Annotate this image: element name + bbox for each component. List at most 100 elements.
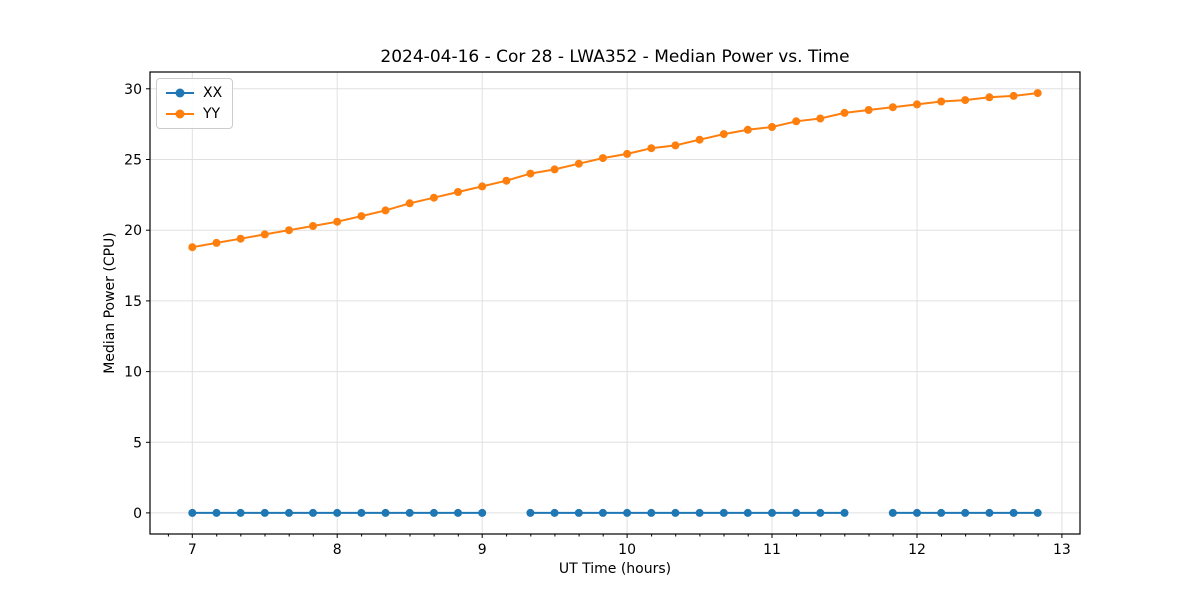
- y-tick-label: 20: [124, 223, 142, 239]
- series-XX: [188, 508, 1042, 517]
- series-YY-marker: [719, 130, 728, 139]
- series-XX-marker: [1009, 508, 1018, 517]
- x-tick-label: 7: [188, 542, 197, 558]
- y-tick-label: 10: [124, 365, 142, 381]
- series-XX-marker: [574, 508, 583, 517]
- series-XX-marker: [550, 508, 559, 517]
- y-tick-label: 5: [133, 435, 142, 451]
- series-XX-marker: [598, 508, 607, 517]
- series-XX-marker: [188, 508, 197, 517]
- series-YY-marker: [502, 176, 511, 185]
- series-XX-marker: [840, 508, 849, 517]
- series-XX-marker: [478, 508, 487, 517]
- tick-labels: 7 8 9 10 11 12 13 0 5 10 15 20 25 30: [124, 82, 1071, 558]
- y-axis-label: Median Power (CPU): [102, 232, 118, 374]
- series-YY-marker: [695, 135, 704, 144]
- axis-ticks: [146, 88, 1063, 538]
- series-XX-marker: [792, 508, 801, 517]
- series-YY-marker: [816, 114, 825, 123]
- series-YY-marker: [454, 188, 462, 196]
- x-tick-label: 11: [763, 542, 781, 558]
- series-XX-marker: [333, 508, 342, 517]
- series-YY-marker: [429, 193, 438, 202]
- series-YY-marker: [212, 238, 221, 247]
- series-XX-marker: [454, 508, 462, 517]
- series-YY-marker: [768, 123, 776, 131]
- plot-background: [150, 72, 1080, 534]
- x-axis-label: UT Time (hours): [558, 561, 672, 577]
- series-YY-marker: [574, 159, 583, 168]
- series-YY-marker: [236, 234, 245, 243]
- series-YY-marker: [743, 125, 752, 134]
- plot-border: [149, 71, 1081, 535]
- series-XX-marker: [985, 508, 994, 517]
- series-YY-marker: [550, 165, 559, 174]
- series-YY-marker: [623, 149, 632, 158]
- series-YY-marker: [937, 97, 946, 106]
- series-YY-marker: [478, 182, 487, 191]
- y-tick-label: 15: [124, 294, 142, 310]
- yy-line-marker-icon: [166, 109, 194, 119]
- series-XX-marker: [236, 508, 245, 517]
- x-tick-label: 10: [618, 542, 636, 558]
- series-YY-marker: [598, 154, 607, 163]
- series-XX-marker: [212, 508, 221, 517]
- series-YY-marker: [381, 206, 390, 215]
- series-YY-marker: [357, 212, 366, 221]
- series-XX-marker: [285, 508, 293, 517]
- series-YY-marker: [333, 217, 342, 226]
- series-XX-marker: [888, 508, 897, 517]
- series-XX-marker: [743, 508, 752, 517]
- legend-label-xx: XX: [203, 85, 223, 101]
- series-XX-marker: [309, 508, 317, 517]
- y-tick-label: 30: [124, 82, 142, 98]
- series-YY-marker: [405, 199, 414, 208]
- series-YY-marker: [526, 169, 535, 178]
- legend-item-yy: YY: [165, 105, 222, 123]
- series-XX-marker: [719, 508, 728, 517]
- chart-title: 2024-04-16 - Cor 28 - LWA352 - Median Po…: [380, 47, 850, 67]
- series-XX-marker: [768, 508, 776, 517]
- series-YY-marker: [913, 100, 921, 109]
- series-XX-marker: [695, 508, 704, 517]
- series-YY-line: [192, 92, 1038, 249]
- series-XX-marker: [260, 508, 269, 517]
- series-YY-marker: [260, 230, 269, 239]
- series-XX-marker: [961, 508, 970, 517]
- series-YY-marker: [792, 117, 801, 126]
- series-XX-marker: [405, 508, 414, 517]
- y-tick-label: 25: [124, 153, 142, 169]
- x-tick-label: 8: [333, 542, 342, 558]
- series-YY-marker: [864, 106, 873, 114]
- series-XX-marker: [647, 508, 656, 517]
- series-YY-marker: [985, 93, 994, 102]
- series-YY-marker: [1009, 91, 1018, 100]
- y-tick-label: 0: [133, 506, 142, 522]
- series-YY-marker: [647, 144, 656, 153]
- series-YY-marker: [671, 141, 680, 150]
- series-XX-marker: [381, 508, 390, 517]
- series-XX-marker: [937, 508, 946, 517]
- series-XX-marker: [623, 508, 632, 517]
- series-XX-marker: [1033, 508, 1042, 517]
- series-XX-marker: [429, 508, 438, 517]
- series-XX-marker: [913, 508, 921, 517]
- series-YY-marker: [309, 222, 317, 230]
- series-XX-marker: [671, 508, 680, 517]
- series-XX-marker: [526, 508, 535, 517]
- series-XX-marker: [357, 508, 366, 517]
- series-YY-marker: [888, 103, 897, 112]
- legend-item-xx: XX: [165, 84, 222, 102]
- series-YY-marker: [1033, 89, 1042, 98]
- series-YY-marker: [188, 243, 197, 252]
- x-tick-label: 9: [478, 542, 487, 558]
- x-tick-label: 13: [1053, 542, 1071, 558]
- series-YY-marker: [840, 108, 849, 117]
- xx-line-marker-icon: [166, 88, 194, 98]
- series-YY: [188, 89, 1042, 252]
- x-tick-label: 12: [908, 542, 926, 558]
- legend: XX YY: [156, 78, 234, 129]
- legend-label-yy: YY: [203, 106, 221, 122]
